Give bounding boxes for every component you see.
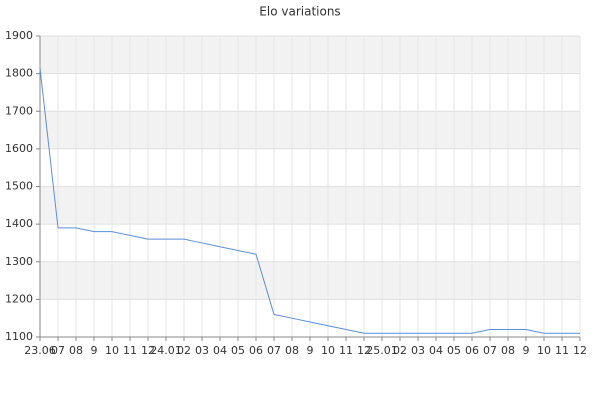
x-tick-label: 10 — [321, 344, 335, 357]
x-tick-label: 05 — [447, 344, 461, 357]
x-tick-label: 04 — [213, 344, 227, 357]
x-tick-label: 9 — [307, 344, 314, 357]
x-tick-label: 10 — [537, 344, 551, 357]
x-tick-label: 11 — [339, 344, 353, 357]
x-tick-label: 03 — [195, 344, 209, 357]
x-tick-label: 12 — [357, 344, 371, 357]
chart-title: Elo variations — [259, 5, 340, 19]
y-tick-label: 1700 — [5, 104, 33, 117]
x-tick-label: 08 — [69, 344, 83, 357]
y-tick-label: 1300 — [5, 255, 33, 268]
x-tick-label: 02 — [393, 344, 407, 357]
y-tick-label: 1600 — [5, 142, 33, 155]
plot-background — [39, 35, 581, 338]
x-tick-label: 11 — [555, 344, 569, 357]
x-tick-label: 24.01 — [150, 344, 182, 357]
x-tick-label: 04 — [429, 344, 443, 357]
y-tick-label: 1400 — [5, 217, 33, 230]
x-tick-label: 05 — [231, 344, 245, 357]
x-tick-label: 12 — [573, 344, 587, 357]
y-tick-label: 1900 — [5, 29, 33, 42]
x-tick-label: 11 — [123, 344, 137, 357]
x-tick-label: 07 — [267, 344, 281, 357]
y-tick-label: 1500 — [5, 180, 33, 193]
x-tick-label: 07 — [483, 344, 497, 357]
x-tick-label: 07 — [51, 344, 65, 357]
series-line — [39, 67, 580, 334]
x-tick-label: 9 — [523, 344, 530, 357]
x-tick-label: 06 — [465, 344, 479, 357]
x-tick-label: 9 — [91, 344, 98, 357]
x-tick-label: 08 — [501, 344, 515, 357]
x-tick-label: 25.01 — [366, 344, 398, 357]
x-tick-label: 03 — [411, 344, 425, 357]
y-tick-label: 1200 — [5, 292, 33, 305]
y-tick-label: 1800 — [5, 67, 33, 80]
x-tick-label: 12 — [141, 344, 155, 357]
x-tick-label: 10 — [105, 344, 119, 357]
y-tick-label: 1100 — [5, 330, 33, 343]
x-tick-label: 23.06 — [24, 344, 56, 357]
x-tick-label: 02 — [177, 344, 191, 357]
x-tick-label: 08 — [285, 344, 299, 357]
x-tick-label: 06 — [249, 344, 263, 357]
